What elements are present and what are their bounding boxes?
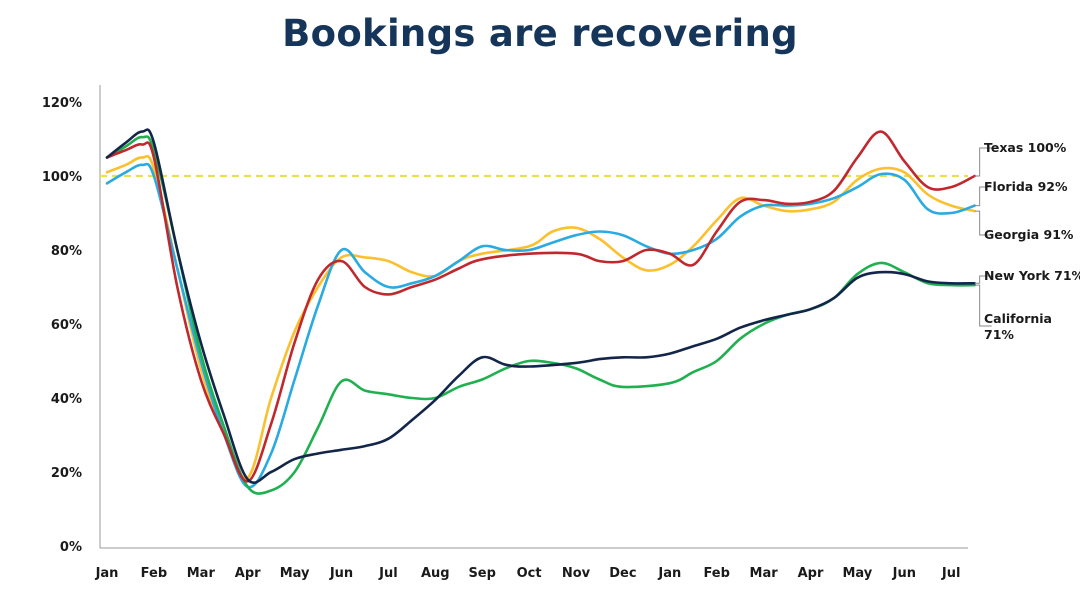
x-tick-label: Mar — [750, 566, 779, 581]
x-tick-label: Jul — [378, 566, 398, 581]
x-tick-label: Sep — [468, 566, 496, 581]
annotation-label: Georgia 91% — [984, 227, 1074, 242]
x-tick-label: Dec — [609, 566, 636, 581]
x-tick-label: Nov — [562, 566, 591, 581]
y-tick-label: 60% — [51, 318, 82, 333]
x-tick-label: Mar — [187, 566, 216, 581]
x-tick-label: Apr — [235, 566, 261, 581]
x-tick-label: Jul — [941, 566, 961, 581]
x-tick-label: Feb — [703, 566, 729, 581]
series-line-california — [105, 135, 976, 495]
x-tick-label: Oct — [517, 566, 542, 581]
y-tick-label: 0% — [60, 540, 82, 555]
x-tick-label: Jun — [892, 566, 916, 581]
annotation-label: Texas 100% — [984, 140, 1067, 155]
annotation-leader — [974, 210, 992, 236]
series-line-new-york — [105, 128, 976, 484]
x-tick-label: May — [843, 566, 873, 581]
x-tick-label: Jun — [329, 566, 353, 581]
y-tick-label: 100% — [42, 170, 82, 185]
series-line-florida — [105, 162, 976, 489]
x-tick-label: May — [280, 566, 310, 581]
x-tick-label: Feb — [141, 566, 167, 581]
chart-title: Bookings are recovering — [282, 12, 798, 55]
series-line-georgia — [105, 154, 976, 480]
annotation-leader — [974, 275, 992, 284]
x-tick-label: Jan — [95, 566, 119, 581]
y-tick-label: 40% — [51, 392, 82, 407]
annotation-leader — [974, 147, 992, 177]
x-tick-label: Apr — [798, 566, 824, 581]
series-line-texas — [105, 130, 976, 483]
y-tick-label: 120% — [42, 96, 82, 111]
y-tick-label: 80% — [51, 244, 82, 259]
annotation-leader — [974, 284, 992, 327]
y-tick-label: 20% — [51, 466, 82, 481]
annotation-label: California — [984, 311, 1052, 326]
annotation-label: Florida 92% — [984, 179, 1068, 194]
annotation-label: New York 71% — [984, 268, 1080, 283]
x-tick-label: Jan — [657, 566, 681, 581]
annotation-leader — [974, 186, 992, 207]
x-tick-label: Aug — [421, 566, 450, 581]
annotation-label: 71% — [984, 327, 1014, 342]
